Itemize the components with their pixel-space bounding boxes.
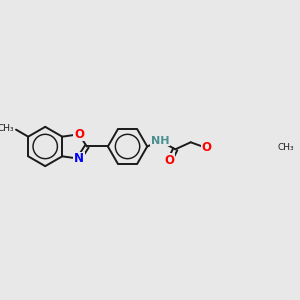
Text: O: O <box>165 154 175 167</box>
Text: NH: NH <box>151 136 169 146</box>
Text: CH₃: CH₃ <box>278 143 294 152</box>
Text: O: O <box>74 128 84 141</box>
Text: N: N <box>74 152 84 165</box>
Text: O: O <box>201 141 211 154</box>
Text: CH₃: CH₃ <box>0 124 15 134</box>
